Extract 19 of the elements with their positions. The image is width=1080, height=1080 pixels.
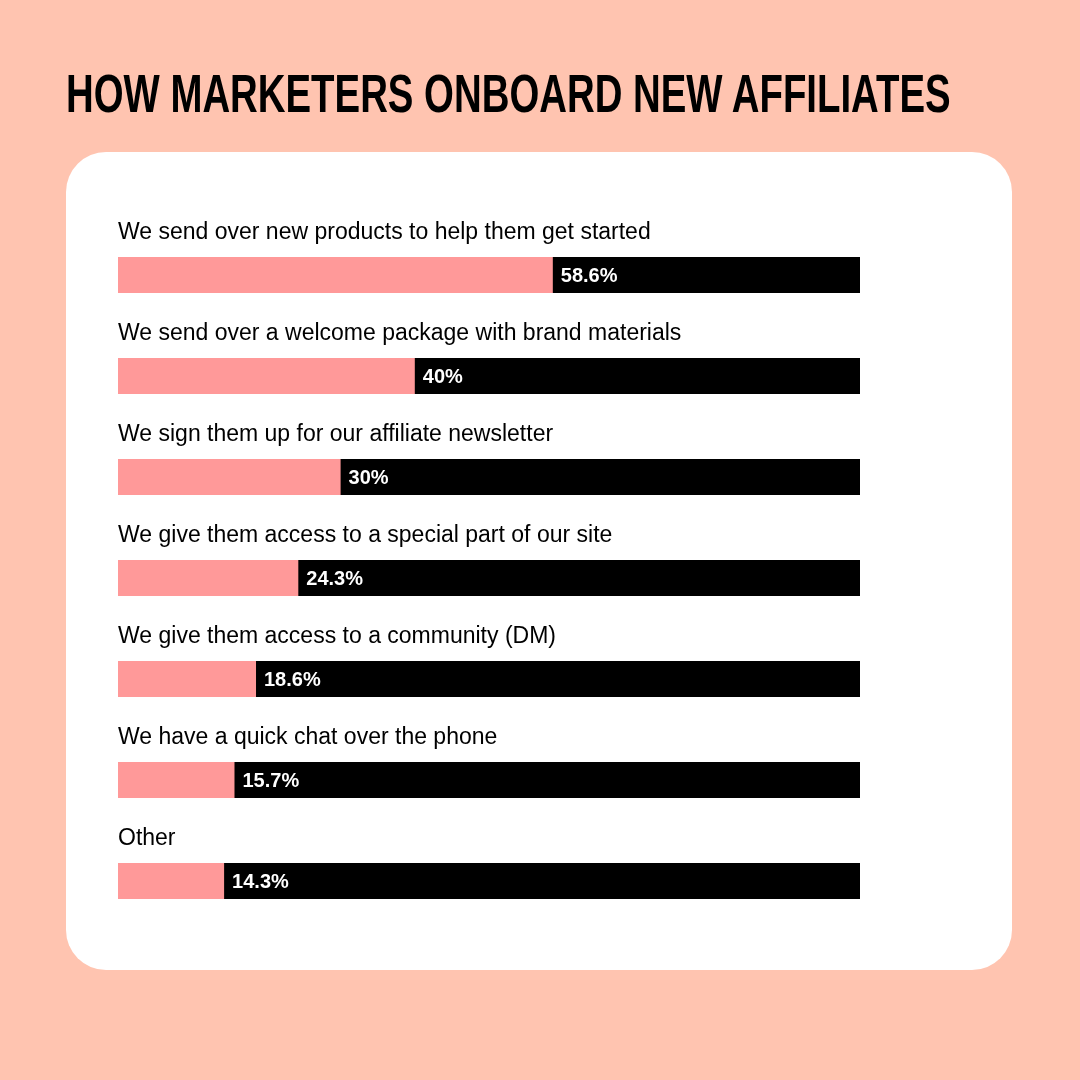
bar: [118, 560, 299, 596]
chart-title: HOW MARKETERS ONBOARD NEW AFFILIATES: [66, 63, 951, 124]
data-label: 58.6%: [560, 264, 618, 286]
data-label: 15.7%: [242, 769, 300, 791]
data-label: 14.3%: [232, 870, 290, 892]
y-tick-label: We give them access to a special part of our site: [118, 521, 613, 547]
y-tick-label: We have a quick chat over the phone: [118, 723, 498, 749]
y-tick-label: Other: [118, 824, 176, 850]
y-tick-label: We send over new products to help them get started: [118, 218, 651, 244]
y-tick-label: We sign them up for our affiliate newsletter: [118, 420, 554, 446]
y-tick-label: We give them access to a community (DM): [118, 622, 556, 648]
y-tick-label: We send over a welcome package with brand materials: [118, 319, 682, 345]
bar: [118, 762, 235, 798]
data-label: 18.6%: [264, 668, 321, 690]
data-label: 30%: [348, 466, 389, 488]
data-label: 40%: [422, 365, 464, 387]
bar: [118, 863, 225, 899]
bar: [118, 661, 257, 697]
data-label: 24.3%: [306, 567, 364, 589]
